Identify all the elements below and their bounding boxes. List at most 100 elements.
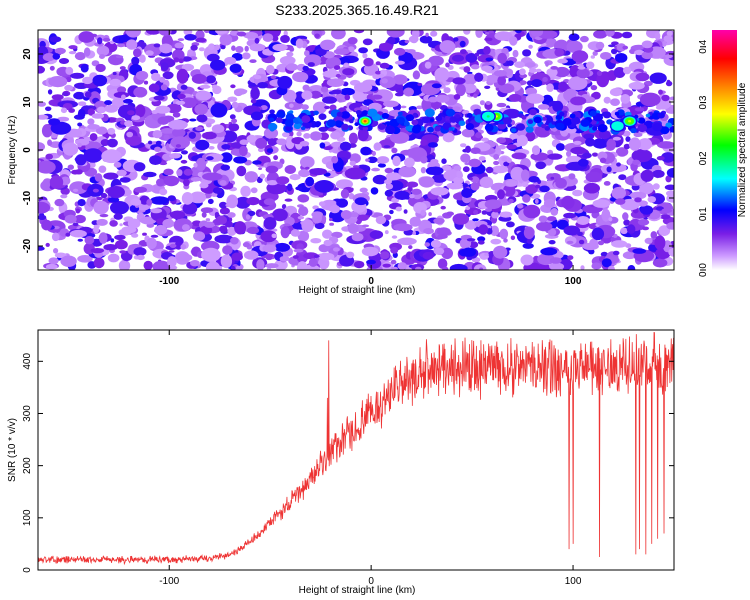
heatmap-noise-cell (531, 79, 543, 88)
heatmap-noise-cell (652, 258, 668, 268)
heatmap-noise-cell (157, 116, 170, 125)
heatmap-noise-cell (244, 171, 258, 183)
heatmap-noise-cell (479, 176, 494, 189)
colorbar-gradient (712, 30, 737, 270)
heatmap-noise-cell (588, 248, 595, 255)
heatmap-signal-cell (458, 120, 466, 126)
heatmap-noise-cell (103, 133, 112, 137)
heatmap-noise-cell (657, 141, 674, 149)
heatmap-noise-cell (41, 219, 52, 231)
heatmap-signal-cell (602, 111, 612, 119)
heatmap-noise-cell (168, 119, 188, 130)
heatmap-signal-cell (449, 116, 458, 123)
heatmap-signal-cell (507, 123, 512, 128)
heatmap-noise-cell (577, 66, 586, 70)
heatmap-noise-cell (507, 60, 514, 66)
heatmap-noise-cell (665, 175, 672, 183)
heatmap-noise-cell (420, 155, 428, 164)
heatmap-noise-cell (656, 156, 665, 161)
heatmap-signal-cell (405, 114, 415, 122)
heatmap-noise-cell (600, 52, 612, 60)
heatmap-noise-cell (603, 96, 611, 104)
heatmap-noise-cell (515, 30, 522, 34)
heatmap-noise-cell (214, 212, 220, 217)
heatmap-noise-cell (517, 203, 524, 209)
heatmap-noise-cell (42, 53, 56, 62)
heatmap-noise-cell (373, 142, 382, 151)
heatmap-noise-cell (242, 52, 251, 60)
heatmap-noise-cell (229, 114, 236, 120)
heatmap-noise-cell (110, 238, 115, 243)
heatmap-noise-cell (394, 190, 410, 200)
heatmap-noise-cell (257, 82, 268, 89)
heatmap-signal-cell (381, 112, 389, 119)
heatmap-noise-cell (622, 251, 637, 260)
heatmap-signal-cell (348, 119, 354, 124)
heatmap-noise-cell (107, 186, 125, 199)
heatmap-signal-cell (340, 111, 351, 119)
heatmap-noise-cell (647, 196, 657, 203)
heatmap-noise-cell (72, 188, 79, 192)
heatmap-noise-cell (167, 195, 176, 202)
heatmap-noise-cell (205, 261, 221, 270)
heatmap-noise-cell (210, 103, 228, 118)
heatmap-noise-cell (582, 242, 599, 251)
heatmap-noise-cell (453, 165, 462, 171)
heatmap-noise-cell (654, 32, 661, 40)
heatmap-noise-cell (620, 94, 631, 104)
heatmap-noise-cell (283, 223, 291, 227)
heatmap-noise-cell (333, 48, 350, 55)
heatmap-noise-cell (253, 74, 262, 80)
heatmap-noise-cell (123, 98, 133, 104)
heatmap-noise-cell (240, 185, 251, 197)
heatmap-noise-cell (133, 162, 146, 172)
heatmap-noise-cell (570, 96, 587, 106)
heatmap-noise-cell (461, 128, 475, 138)
heatmap-noise-cell (479, 267, 483, 270)
heatmap-noise-cell (434, 67, 450, 82)
heatmap-noise-cell (372, 73, 381, 80)
heatmap-noise-cell (549, 257, 562, 264)
heatmap-signal-cell (341, 123, 349, 131)
heatmap-noise-cell (404, 157, 415, 168)
heatmap-noise-cell (247, 210, 256, 217)
heatmap-noise-cell (406, 49, 416, 54)
heatmap-noise-cell (135, 104, 146, 118)
heatmap-noise-cell (60, 255, 77, 267)
heatmap-noise-cell (87, 108, 96, 116)
heatmap-signal-cell (570, 116, 581, 125)
heatmap-noise-cell (113, 161, 122, 168)
heatmap-signal-cell (269, 109, 275, 115)
heatmap-noise-cell (409, 35, 419, 44)
heatmap-signal-cell (355, 110, 362, 115)
heatmap-signal-cell (555, 122, 565, 131)
heatmap-noise-cell (591, 262, 602, 270)
heatmap-noise-cell (661, 152, 674, 163)
heatmap-noise-cell (320, 39, 336, 51)
heatmap-noise-cell (612, 136, 622, 141)
heatmap-signal-cell (318, 113, 327, 120)
heatmap-noise-cell (183, 168, 193, 176)
y-tick-label: 100 (22, 509, 33, 526)
heatmap-noise-cell (641, 40, 653, 49)
heatmap-noise-cell (227, 226, 237, 236)
heatmap-signal-cell (403, 121, 410, 127)
heatmap-noise-cell (484, 37, 493, 42)
heatmap-noise-cell (246, 134, 257, 143)
heatmap-noise-cell (201, 211, 207, 218)
heatmap-noise-cell (211, 84, 218, 90)
heatmap-noise-cell (87, 118, 95, 125)
heatmap-noise-cell (122, 262, 128, 268)
heatmap-noise-cell (250, 187, 258, 194)
heatmap-noise-cell (669, 96, 674, 101)
heatmap-noise-cell (305, 166, 310, 170)
heatmap-noise-cell (611, 240, 628, 248)
spectrogram-heatmap (38, 30, 674, 270)
heatmap-noise-cell (490, 238, 502, 245)
heatmap-noise-cell (95, 63, 106, 73)
heatmap-noise-cell (465, 53, 478, 63)
heatmap-noise-cell (353, 261, 365, 269)
heatmap-noise-cell (154, 146, 162, 152)
heatmap-noise-cell (606, 138, 616, 151)
heatmap-noise-cell (395, 206, 402, 212)
